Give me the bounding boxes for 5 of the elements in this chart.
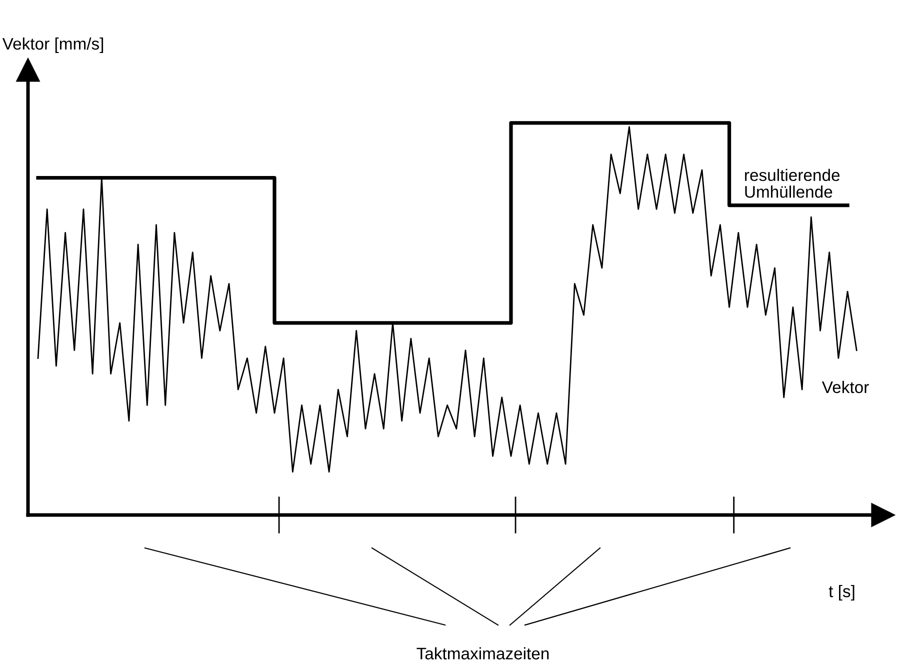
series-label: resultierende Umhüllende bbox=[745, 168, 840, 198]
text: Taktmaximazeiten bbox=[416, 647, 549, 660]
x-axis-title: t [s] bbox=[828, 585, 854, 601]
y-axis-title: Vektor [mm/s] bbox=[2, 37, 104, 53]
series-label: Vektor bbox=[822, 380, 869, 394]
